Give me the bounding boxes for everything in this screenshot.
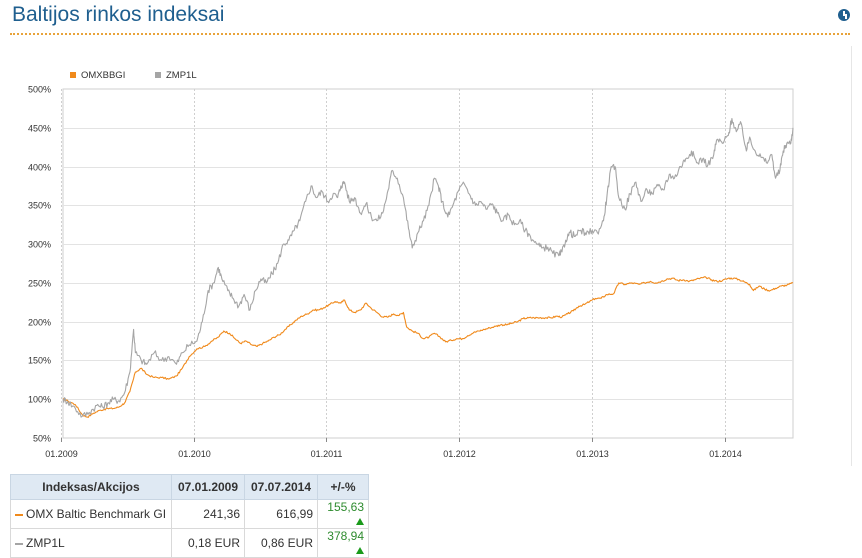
row-name-cell: ZMP1L bbox=[10, 528, 172, 558]
series-color-swatch bbox=[15, 513, 23, 516]
table-header-row: Indeksas/Akcijos 07.01.2009 07.07.2014 +… bbox=[10, 474, 369, 500]
x-tick-label: 01.2012 bbox=[443, 449, 476, 459]
table-row[interactable]: ZMP1L 0,18 EUR 0,86 EUR 378,94 bbox=[10, 528, 369, 558]
legend-label: ZMP1L bbox=[166, 70, 197, 81]
legend-swatch bbox=[70, 72, 76, 78]
y-tick-label: 50% bbox=[33, 434, 51, 444]
legend-swatch bbox=[155, 72, 161, 78]
page-title: Baltijos rinkos indeksai bbox=[12, 3, 225, 26]
y-tick-label: 200% bbox=[28, 318, 51, 328]
series-line-zmp1l bbox=[62, 117, 794, 418]
x-tick-label: 01.2013 bbox=[576, 449, 609, 459]
row-change-cell: 155,63 bbox=[317, 499, 369, 529]
header: Baltijos rinkos indeksai bbox=[10, 0, 850, 35]
index-table: Indeksas/Akcijos 07.01.2009 07.07.2014 +… bbox=[10, 474, 369, 558]
row-change-value: 378,94 bbox=[327, 529, 364, 543]
row-start-value: 241,36 bbox=[171, 499, 245, 529]
col-header-start: 07.01.2009 bbox=[171, 474, 245, 500]
col-header-change: +/-% bbox=[317, 474, 369, 500]
y-tick-label: 450% bbox=[28, 124, 51, 134]
row-end-value: 0,86 EUR bbox=[244, 528, 318, 558]
y-tick-label: 500% bbox=[28, 85, 51, 95]
arrow-up-icon bbox=[356, 518, 364, 525]
clock-icon[interactable] bbox=[838, 9, 850, 21]
row-change-cell: 378,94 bbox=[317, 528, 369, 558]
y-tick-label: 250% bbox=[28, 279, 51, 289]
arrow-up-icon bbox=[356, 547, 364, 554]
y-tick-label: 300% bbox=[28, 240, 51, 250]
col-header-name: Indeksas/Akcijos bbox=[10, 474, 172, 500]
row-change-value: 155,63 bbox=[327, 500, 364, 514]
x-tick-label: 01.2009 bbox=[45, 449, 78, 459]
y-tick-label: 400% bbox=[28, 163, 51, 173]
plot-area bbox=[62, 88, 794, 439]
chart-container: 50% 100% 150% 200% 250% 300% 350% 400% 450% 500% … bbox=[10, 46, 852, 466]
y-tick-label: 100% bbox=[28, 395, 51, 405]
legend-label: OMXBBGI bbox=[81, 70, 125, 81]
line-chart: 50%100%150%200%250%300%350%400%450%500% … bbox=[28, 70, 794, 459]
table-row[interactable]: OMX Baltic Benchmark GI 241,36 616,99 15… bbox=[10, 499, 369, 529]
row-end-value: 616,99 bbox=[244, 499, 318, 529]
y-tick-label: 150% bbox=[28, 356, 51, 366]
row-start-value: 0,18 EUR bbox=[171, 528, 245, 558]
series-line-omxbbgi bbox=[62, 276, 794, 418]
row-name: ZMP1L bbox=[26, 536, 65, 550]
series-color-swatch bbox=[15, 542, 23, 545]
x-tick-label: 01.2014 bbox=[709, 449, 742, 459]
row-name-cell: OMX Baltic Benchmark GI bbox=[10, 499, 172, 529]
col-header-end: 07.07.2014 bbox=[244, 474, 318, 500]
row-name: OMX Baltic Benchmark GI bbox=[26, 507, 167, 521]
x-tick-label: 01.2010 bbox=[178, 449, 211, 459]
x-tick-label: 01.2011 bbox=[311, 449, 343, 459]
y-tick-label: 350% bbox=[28, 201, 51, 211]
